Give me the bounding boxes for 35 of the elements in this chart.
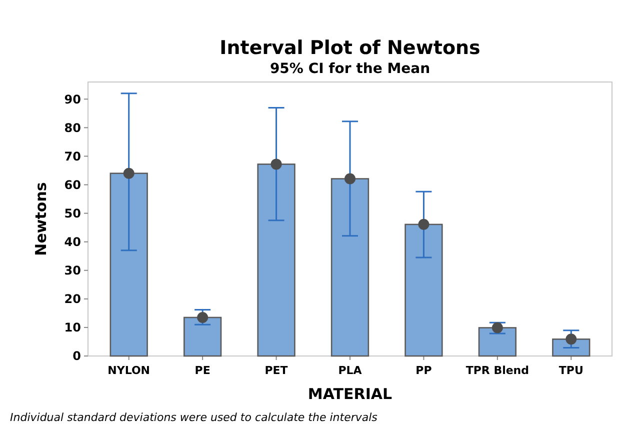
y-tick-label: 20 — [64, 292, 81, 306]
bar — [478, 327, 517, 357]
chart-subtitle: 95% CI for the Mean — [270, 61, 430, 77]
y-tick-label: 70 — [64, 149, 81, 164]
y-tick-label: 50 — [64, 206, 81, 220]
y-tick-label: 10 — [64, 320, 81, 335]
point — [418, 218, 430, 230]
y-tick-label: 0 — [72, 349, 81, 364]
bar — [183, 316, 222, 357]
x-tick-label: PET — [264, 364, 288, 377]
x-tick-label: TPU — [558, 364, 584, 377]
bar — [110, 172, 148, 357]
point — [197, 312, 208, 323]
x-tick-label: TPR Blend — [466, 364, 530, 377]
bar — [404, 224, 443, 357]
point — [492, 322, 503, 334]
y-axis-title: Newtons — [32, 182, 50, 256]
text: Individual standard deviations were used to calculate the intervals — [10, 411, 378, 424]
x-tick-label: NYLON — [108, 364, 150, 377]
bar — [257, 164, 296, 357]
y-tick-label: 30 — [64, 264, 81, 278]
x-tick-label: PP — [416, 364, 432, 377]
x-tick-label: PLA — [338, 364, 362, 377]
point — [123, 168, 134, 179]
chart-title: Interval Plot of Newtons — [220, 37, 480, 59]
bar — [330, 178, 370, 357]
point — [566, 334, 577, 345]
y-tick-label: 80 — [64, 120, 81, 135]
point — [344, 173, 356, 184]
y-tick-label: 60 — [64, 178, 81, 192]
x-axis-title: MATERIAL — [308, 385, 393, 403]
point — [270, 158, 282, 170]
y-tick-label: 90 — [64, 92, 81, 106]
x-tick-label: PE — [194, 364, 210, 377]
y-tick-label: 40 — [64, 235, 81, 250]
